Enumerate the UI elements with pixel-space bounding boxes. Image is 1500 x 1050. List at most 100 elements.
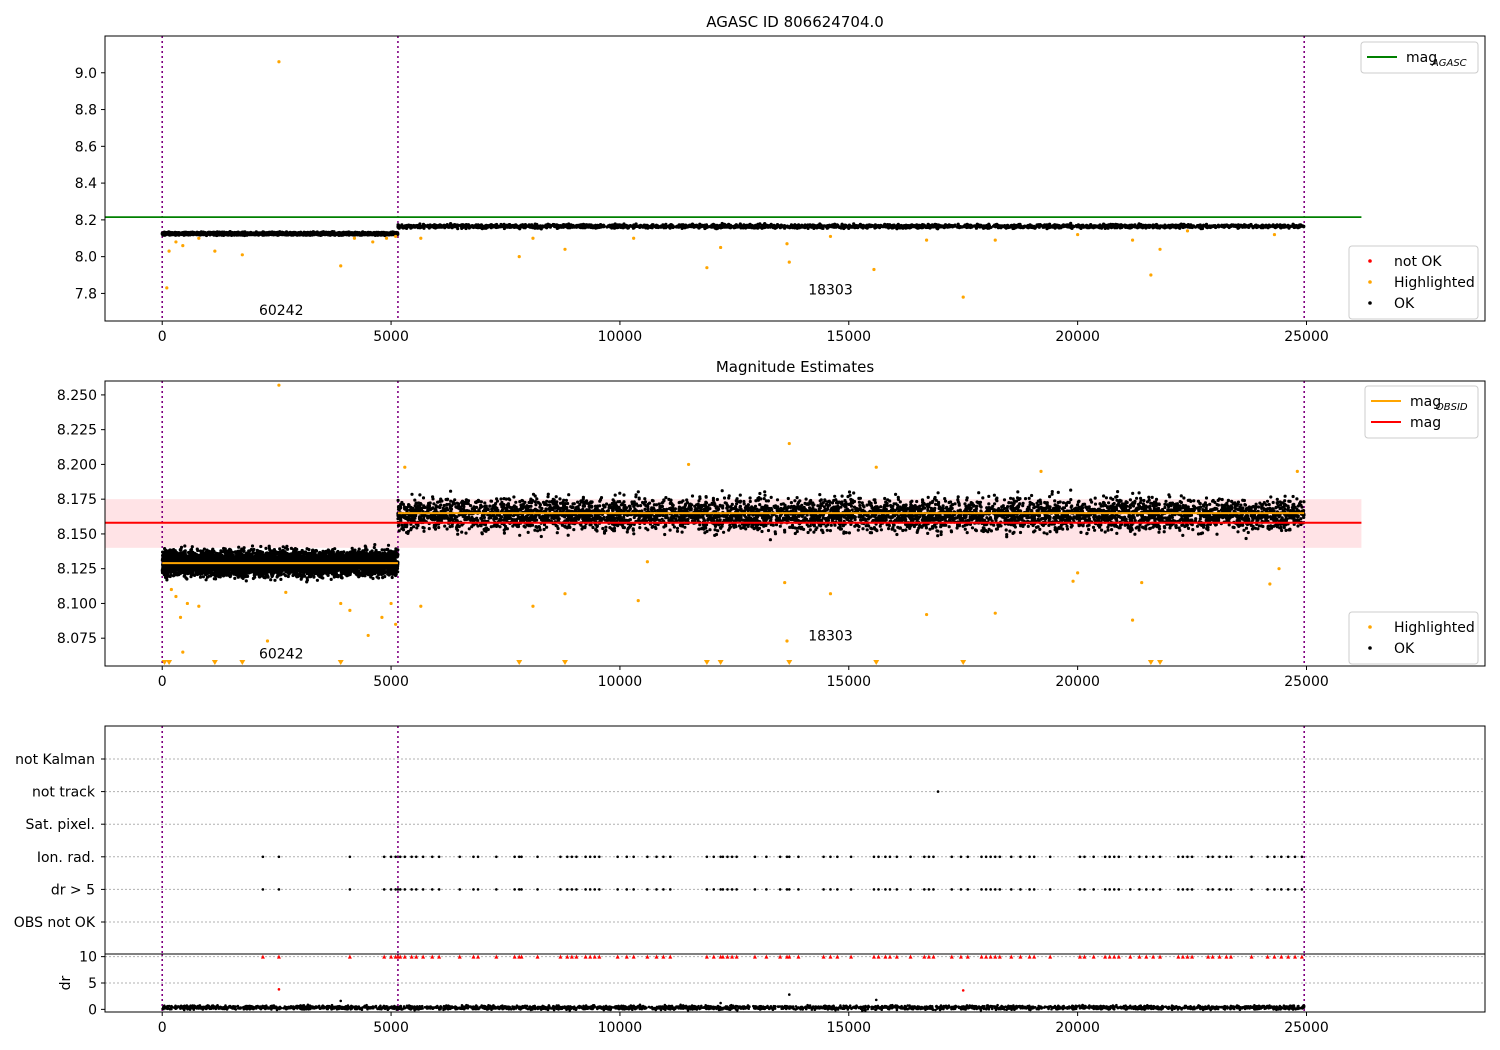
flag-event-point [396,888,400,891]
highlighted-point [719,245,723,250]
dr-clipped-marker [849,954,854,959]
highlighted-point [394,234,398,239]
flag-event-point [495,888,498,891]
legend-entry-label: mag [1406,50,1437,66]
flag-event-point [1158,888,1162,891]
highlighted-point [380,615,384,619]
flag-event-point [1286,855,1290,859]
dr-clipped-marker [1217,954,1222,959]
clipped-marker [337,660,344,665]
highlighted-point [419,604,423,608]
dr-clipped-marker [1286,954,1291,959]
panel-magnitude-estimates: Magnitude Estimates 60242 18303 0 5000 1000… [57,358,1486,690]
highlighted-point [1295,469,1299,473]
clipped-marker [873,660,880,665]
flag-event-point [1032,855,1036,859]
flag-event-point [778,888,782,891]
dr-clipped-marker [1128,954,1133,959]
flag-event-point [877,888,880,891]
clipped-marker [516,660,523,665]
ok-points-cloud [161,1003,1306,1012]
flag-event-point [984,855,988,859]
flag-event-point [1019,888,1022,891]
flag-event-point [1273,855,1276,859]
flag-event-point [536,888,539,891]
flag-event-point [593,888,597,891]
flag-event-point [472,855,475,859]
dr-clipped-marker [645,954,650,959]
highlighted-point [632,236,636,240]
highlighted-point [213,249,217,253]
dr-clipped-marker [512,954,517,959]
dr-clipped-marker [730,954,735,959]
flag-event-point [1112,888,1116,891]
flag-event-point [410,855,413,859]
highlighted-point [197,604,201,608]
clipped-marker [1157,660,1164,665]
flag-event-point [458,888,462,891]
flag-event-point [1280,855,1283,859]
highlighted-point [1071,579,1075,583]
flag-event-point [472,888,475,891]
flag-event-point [721,855,725,859]
flag-event-point [730,888,734,891]
flag-event-point [950,855,954,859]
flag-event-point [575,888,578,891]
x-tick-label: 25000 [1284,1020,1329,1036]
dr-clipped-marker [949,954,954,959]
flag-category-label: OBS not OK [14,915,96,931]
flag-event-point [414,888,418,891]
dr-clipped-marker [574,954,579,959]
flag-event-point [888,855,892,859]
clipped-marker [717,660,724,665]
x-tick-label: 10000 [598,329,643,345]
flag-event-point [593,855,597,859]
dr-clipped-marker [1032,954,1037,959]
flag-event-point [662,855,665,859]
flag-event-point [1151,888,1155,891]
flag-event-point [719,855,722,859]
flag-event-point [927,888,931,891]
flag-event-point [1108,888,1111,891]
dr-clipped-marker [908,954,913,959]
dr-clipped-marker [615,954,620,959]
highlighted-point [1149,273,1153,277]
flag-event-point [1286,888,1290,891]
panel3-marks [105,726,1485,954]
legend-box [1348,611,1479,665]
flag-event-point [980,888,983,891]
dr-clipped-marker [414,954,419,959]
dr-clipped-marker [887,954,892,959]
x-tick-label: 10000 [598,1020,643,1036]
flag-event-point [1032,888,1036,891]
dr-clipped-marker [764,954,769,959]
panel2-legend-points: Highlighted OK [1348,611,1479,665]
flag-event-point [261,888,265,891]
x-tick-label: 15000 [827,674,872,690]
flag-event-point [403,855,407,859]
y-tick-label: 8.0 [75,250,97,266]
x-tick-label: 10000 [598,674,643,690]
obsid-label: 60242 [259,646,304,662]
flag-category-label: not track [32,785,96,801]
flag-event-point [565,888,569,891]
flag-event-point [1128,888,1132,891]
flag-event-point [712,888,716,891]
flag-event-point [1218,855,1221,859]
flag-event-point [712,855,716,859]
flag-event-point [765,855,768,859]
flag-event-point [1078,888,1082,891]
clipped-marker [166,660,173,665]
flag-event-point [632,888,635,891]
panel4-ylabel: dr [58,975,74,990]
flag-event-point [584,855,587,859]
panel3-axes: not Kalman not track Sat. pixel. Ion. rad. d… [14,752,105,931]
dr-clipped-marker [993,954,998,959]
dr-clipped-marker [958,954,963,959]
flag-event-point [1028,855,1031,859]
panel1-frame [104,35,1486,322]
flag-event-point [1211,855,1214,859]
dr-outlier-point [787,993,791,996]
highlighted-point [1268,582,1272,586]
legend-entry-label: OK [1394,296,1415,312]
